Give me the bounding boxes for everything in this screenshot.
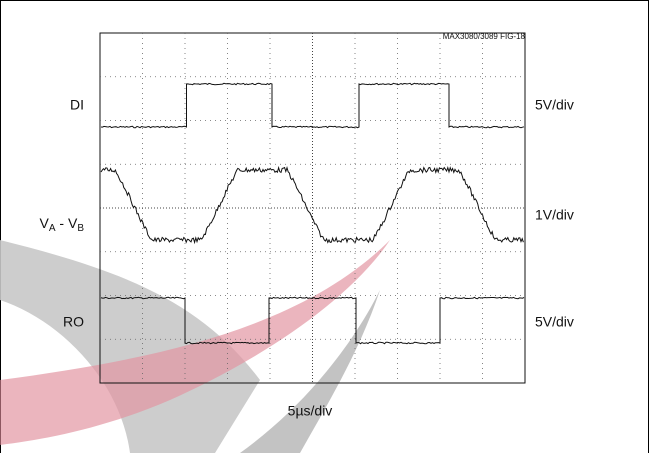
timebase: 5µs/div — [288, 403, 333, 419]
trace-label: VA - VB — [40, 215, 85, 234]
label-sub: B — [77, 223, 84, 234]
grid — [100, 33, 525, 383]
watermark — [0, 240, 390, 453]
label-part: V — [40, 215, 50, 231]
figure-id: MAX3080/3089 FIG-18 — [443, 32, 526, 41]
va-vb-waveform — [100, 165, 524, 245]
trace-label: RO — [63, 314, 84, 330]
trace-label: DI — [70, 97, 84, 113]
trace-scale: 5V/div — [535, 97, 574, 113]
di-waveform — [100, 82, 525, 129]
watermark-red — [0, 240, 390, 445]
trace-scale: 1V/div — [535, 207, 574, 223]
ro-waveform — [100, 296, 525, 345]
label-part: V — [68, 215, 78, 231]
trace-scale: 5V/div — [535, 314, 574, 330]
watermark-gray — [0, 240, 260, 453]
label-part: - — [56, 215, 68, 231]
label-sub: A — [49, 223, 56, 234]
watermark-gray-2 — [240, 290, 380, 453]
